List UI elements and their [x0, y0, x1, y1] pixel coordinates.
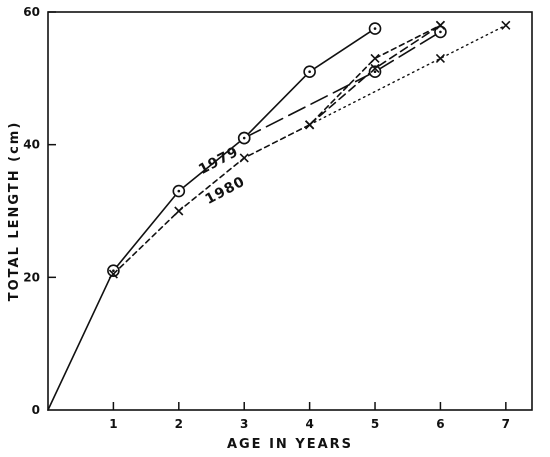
annotation-label: 1980	[203, 174, 248, 208]
series-lines	[47, 24, 507, 411]
y-tick-label: 40	[23, 138, 40, 152]
x-marker	[435, 20, 445, 30]
circle-marker-dot	[373, 27, 377, 30]
x-marker	[108, 269, 118, 279]
labels: 1 2 3 4 5 6 7 0 20 40 60 AGE IN YEARS TOTAL LENGTH (…	[7, 5, 510, 452]
series-line-1	[47, 27, 376, 411]
circle-marker-dot	[177, 189, 181, 193]
x-marker	[174, 206, 184, 216]
annotation-label: 1979	[196, 144, 241, 178]
x-tick-label: 4	[305, 417, 313, 431]
series-markers	[107, 20, 511, 279]
x-marker	[435, 53, 445, 63]
y-tick-label: 20	[23, 270, 40, 284]
y-tick-label: 60	[23, 5, 40, 19]
x-axis-label: AGE IN YEARS	[227, 437, 353, 452]
axes	[47, 11, 533, 411]
series-line-3	[243, 31, 442, 139]
series-line-2	[112, 24, 442, 275]
x-tick-label: 6	[436, 417, 444, 431]
x-marker	[239, 153, 249, 163]
x-tick-label: 2	[175, 417, 183, 431]
x-tick-label: 7	[502, 417, 510, 431]
x-marker	[370, 53, 380, 63]
y-tick-label: 0	[32, 403, 40, 417]
plot-frame	[47, 11, 533, 411]
x-tick-label: 5	[371, 417, 379, 431]
circle-marker-dot	[439, 30, 442, 34]
x-marker	[370, 63, 380, 73]
circle-marker-dot	[373, 70, 377, 73]
circle-marker-dot	[242, 136, 246, 140]
x-marker	[501, 20, 511, 30]
circle-marker-dot	[308, 70, 311, 73]
x-tick-label: 3	[240, 417, 248, 431]
x-tick-label: 1	[109, 417, 117, 431]
ticks	[48, 11, 507, 410]
series-line-5	[308, 24, 507, 126]
x-marker	[305, 120, 315, 130]
circle-marker-dot	[112, 269, 115, 273]
y-axis-label: TOTAL LENGTH (cm)	[7, 121, 22, 302]
